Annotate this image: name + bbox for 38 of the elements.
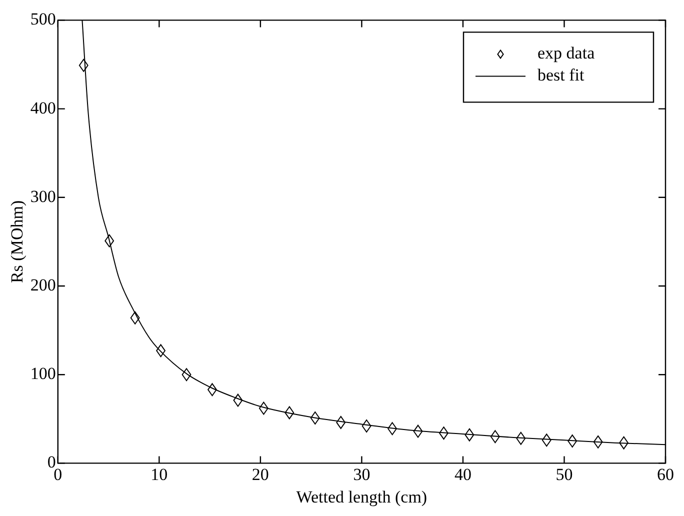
y-axis-title: Rs (MOhm) (8, 200, 27, 284)
point (182, 368, 192, 382)
y-tick-label: 0 (47, 452, 56, 472)
point (439, 426, 448, 440)
point (130, 311, 140, 324)
point (233, 394, 243, 407)
point (156, 344, 166, 358)
legend-label: best fit (538, 66, 585, 85)
x-tick-label: 20 (252, 464, 269, 484)
point (104, 234, 114, 248)
x-axis-title: Wetted length (cm) (296, 487, 428, 506)
y-tick-label: 400 (30, 98, 56, 118)
x-tick-label: 60 (657, 464, 674, 484)
point (568, 434, 578, 448)
point (78, 58, 88, 72)
point (516, 432, 526, 445)
point (258, 402, 268, 415)
point (413, 424, 423, 438)
y-tick-label: 100 (30, 364, 56, 384)
y-tick-label: 300 (30, 186, 56, 206)
x-tick-label: 30 (353, 464, 370, 484)
point (464, 428, 474, 442)
point (542, 434, 552, 447)
x-tick-label: 10 (150, 464, 168, 484)
x-tick-label: 40 (454, 464, 472, 484)
point (208, 383, 217, 396)
point (336, 416, 346, 429)
legend-label: exp data (538, 44, 596, 63)
point (490, 430, 500, 444)
point (388, 422, 397, 436)
point (362, 419, 372, 432)
y-tick-label: 200 (30, 275, 56, 294)
point (619, 436, 628, 450)
y-tick-label: 500 (30, 10, 56, 29)
point (284, 406, 294, 420)
x-tick-label: 50 (556, 464, 573, 484)
point (310, 412, 320, 425)
point (593, 435, 603, 448)
